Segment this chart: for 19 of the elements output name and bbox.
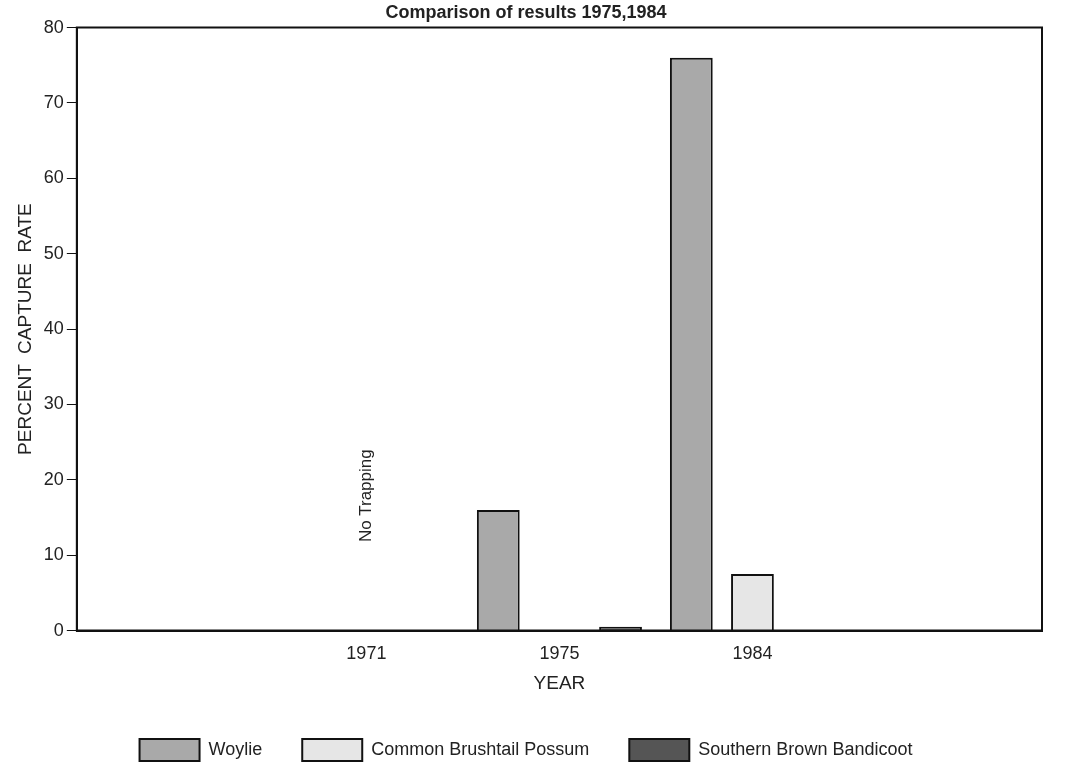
y-tick-label: 60 — [43, 167, 64, 188]
x-tick-label: 1971 — [346, 643, 387, 664]
chart-title: Comparison of results 1975,1984 — [385, 1, 667, 22]
x-axis-title: YEAR — [533, 671, 586, 693]
x-tick-label: 1984 — [732, 643, 773, 664]
legend-label: Common Brushtail Possum — [371, 738, 590, 759]
y-tick-label: 10 — [43, 544, 64, 565]
y-tick-label: 70 — [43, 91, 64, 112]
y-tick-label: 20 — [43, 468, 64, 489]
y-tick-label: 50 — [43, 242, 64, 263]
y-tick-label: 0 — [53, 619, 64, 640]
legend-label: Woylie — [208, 738, 263, 759]
legend-label: Southern Brown Bandicoot — [698, 738, 913, 759]
y-tick-label: 80 — [43, 16, 64, 37]
y-axis-title: PERCENT CAPTURE RATE — [13, 203, 35, 455]
y-tick-label: 30 — [43, 393, 64, 414]
y-tick-label: 40 — [43, 318, 64, 339]
annotation: No Trapping — [356, 449, 376, 542]
x-tick-label: 1975 — [539, 643, 580, 664]
